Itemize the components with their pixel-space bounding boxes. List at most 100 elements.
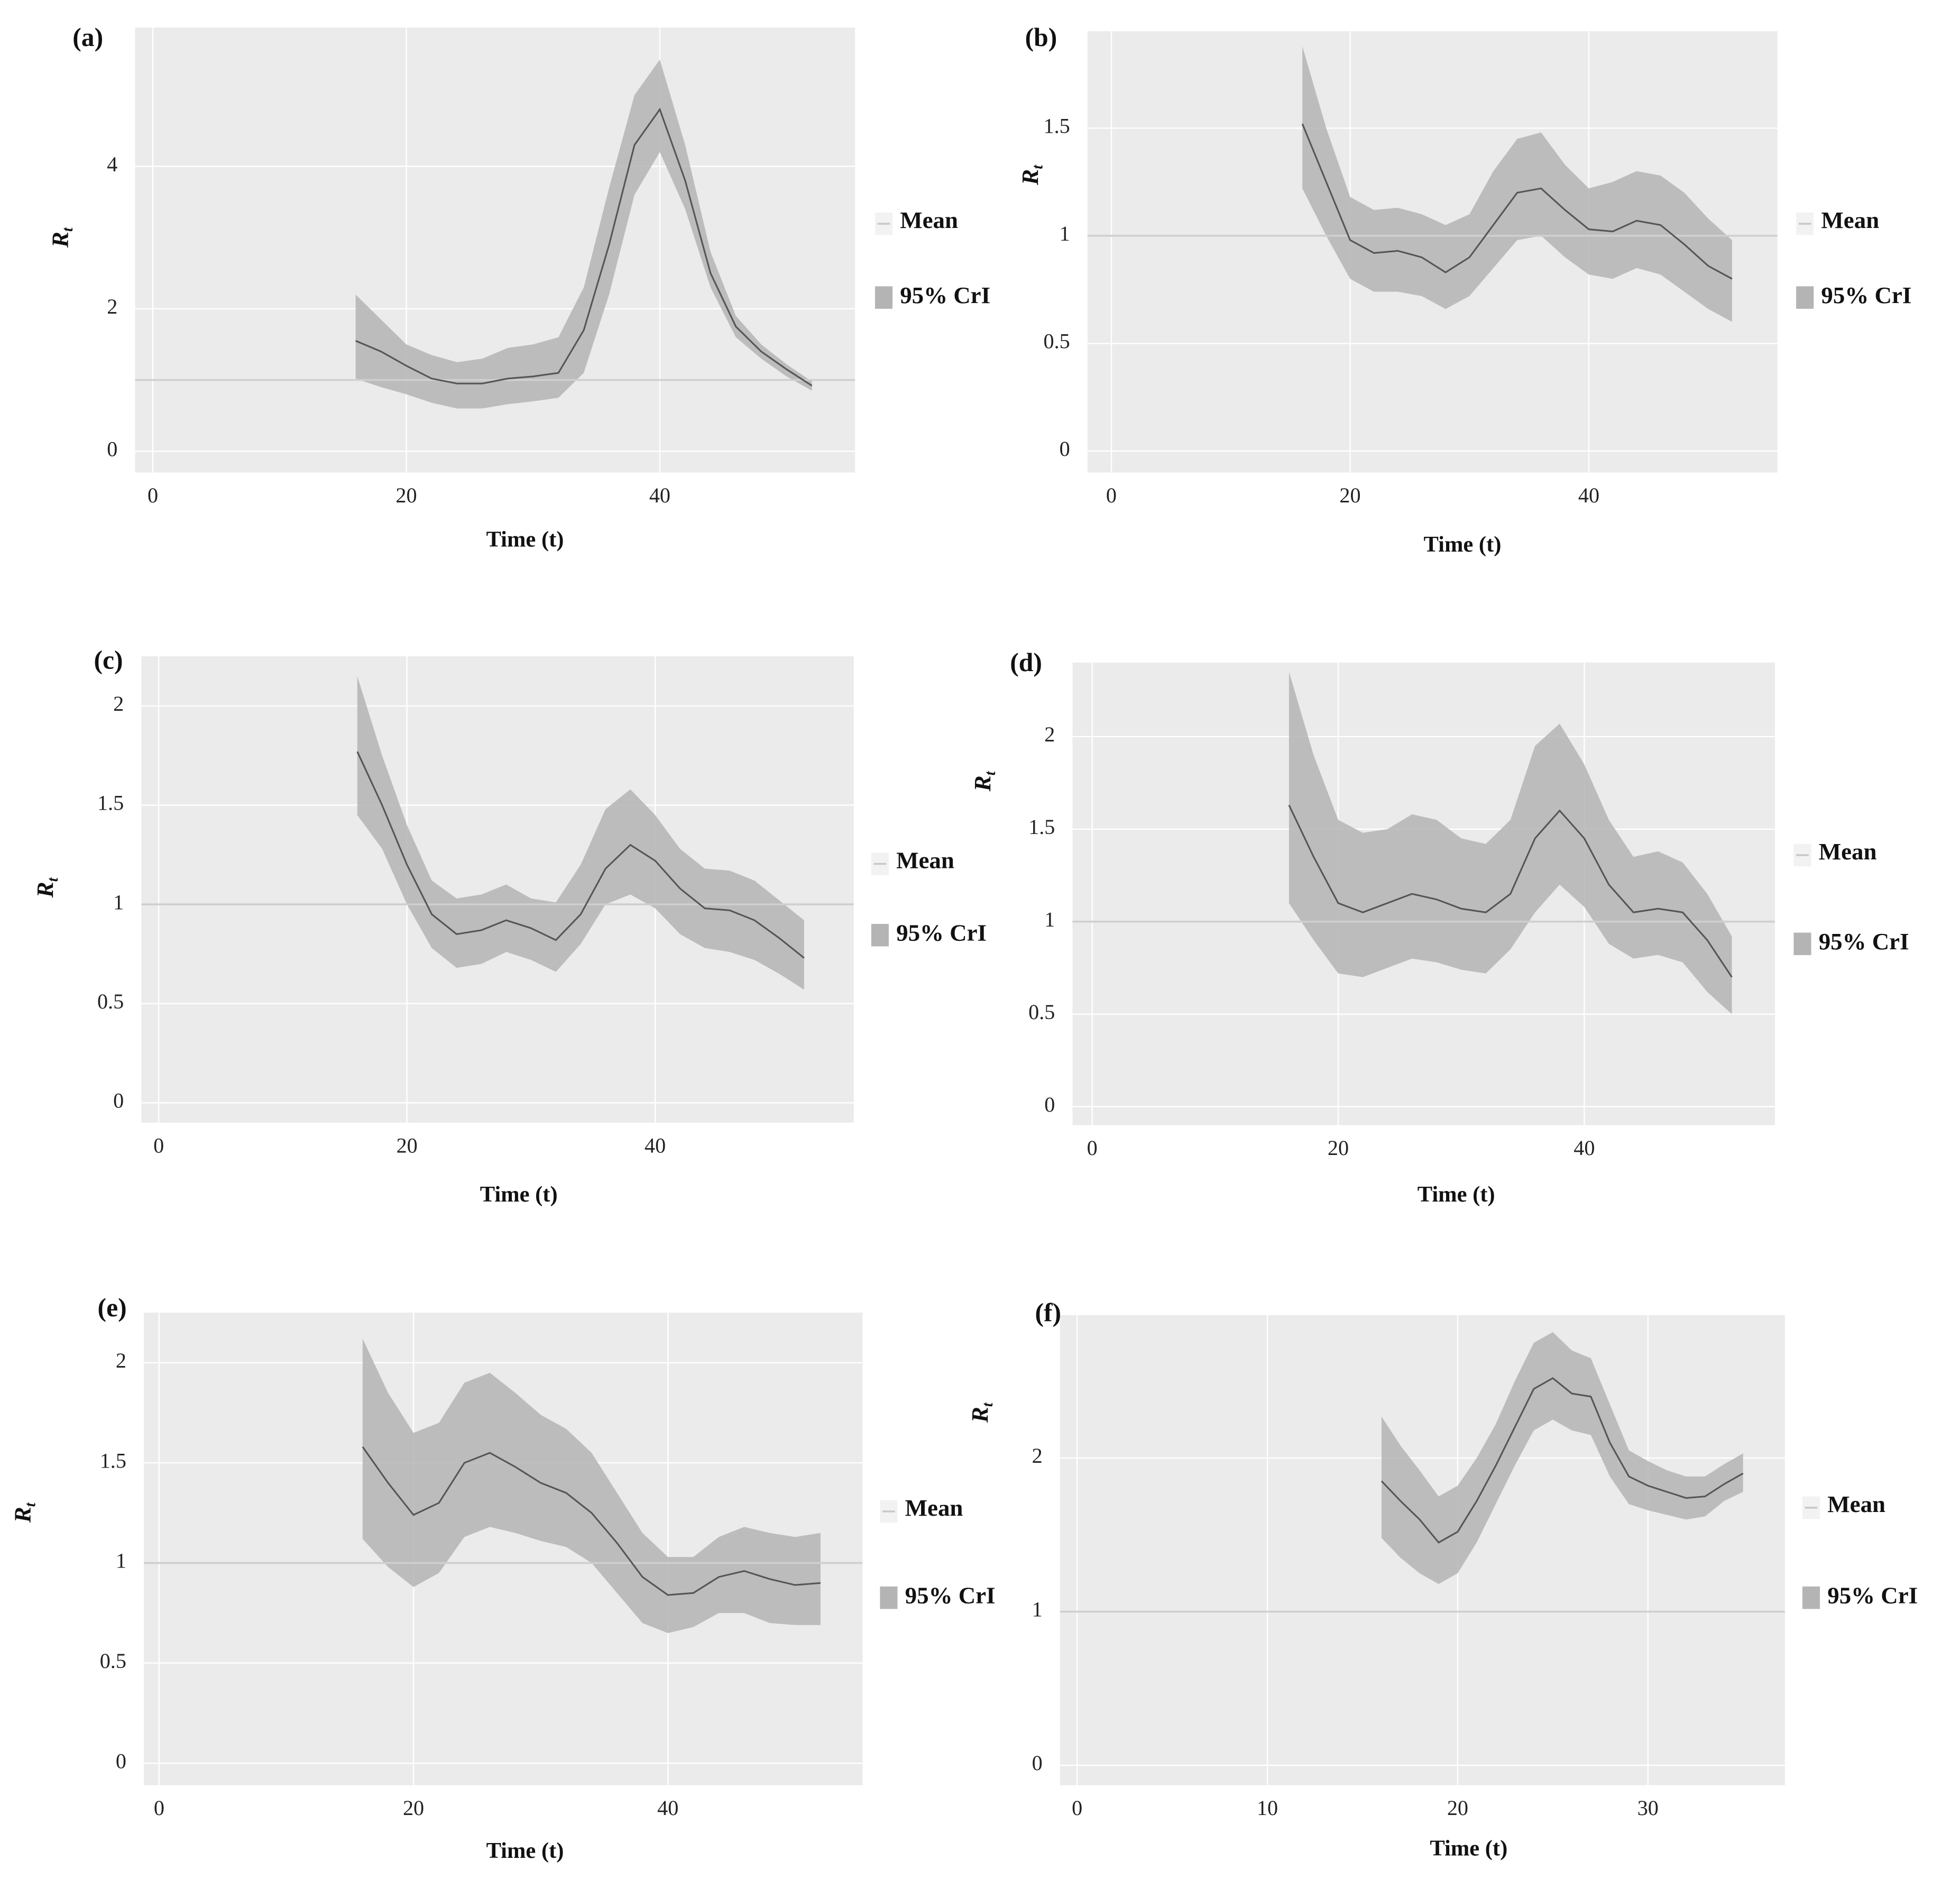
legend-label: Mean — [896, 847, 954, 873]
y-tick-label: 0.5 — [100, 1649, 126, 1673]
x-axis-title: Time (t) — [1418, 1182, 1495, 1207]
y-axis-title: Rt — [32, 877, 61, 898]
y-axis-title: Rt — [969, 771, 998, 792]
x-tick-label: 0 — [1106, 483, 1117, 507]
legend-label: 95% CrI — [900, 282, 990, 308]
x-tick-label: 20 — [1328, 1136, 1349, 1160]
y-tick-label: 0 — [113, 1089, 124, 1113]
legend-key — [880, 1586, 898, 1609]
y-axis-title-main: R — [10, 1507, 36, 1523]
y-tick-label: 1 — [113, 890, 124, 914]
x-tick-label: 20 — [397, 1133, 418, 1157]
y-tick-label: 2 — [1044, 722, 1055, 746]
y-axis-title: Rt — [47, 227, 76, 248]
legend-label: 95% CrI — [1827, 1582, 1918, 1608]
credible-band — [1302, 46, 1732, 322]
y-axis-title: Rt — [10, 1502, 39, 1523]
legend-key — [871, 923, 889, 947]
y-tick-label: 0 — [1060, 437, 1070, 461]
mean-line — [1288, 804, 1733, 978]
legend-label: Mean — [1827, 1491, 1885, 1517]
y-tick-label: 2 — [107, 295, 117, 318]
x-tick-label: 20 — [395, 483, 417, 507]
legend-label: 95% CrI — [1819, 928, 1909, 955]
panel-label: (b) — [1025, 23, 1057, 52]
y-tick-label: 2 — [116, 1349, 126, 1372]
x-axis-title: Time (t) — [486, 1838, 564, 1863]
y-tick-label: 2 — [113, 692, 124, 716]
x-tick-label: 40 — [1578, 483, 1599, 507]
x-tick-label: 30 — [1637, 1796, 1659, 1820]
x-tick-label: 40 — [645, 1133, 666, 1157]
y-tick-label: 1 — [1044, 908, 1055, 931]
y-axis-title-main: R — [32, 882, 58, 898]
y-tick-label: 1.5 — [1028, 815, 1055, 839]
y-tick-label: 2 — [1032, 1444, 1043, 1468]
x-tick-label: 40 — [649, 483, 670, 507]
x-axis-title: Time (t) — [1424, 532, 1502, 557]
credible-band — [1289, 672, 1732, 1014]
legend-label: Mean — [1821, 207, 1879, 233]
legend-label: Mean — [1819, 838, 1877, 865]
legend-label: 95% CrI — [896, 920, 987, 946]
panel-label: (f) — [1035, 1298, 1062, 1327]
credible-band — [362, 1339, 821, 1633]
x-tick-label: 40 — [657, 1796, 678, 1820]
x-tick-label: 0 — [154, 1796, 164, 1820]
y-tick-label: 4 — [107, 152, 117, 176]
y-axis-title-sub: t — [44, 877, 61, 882]
x-tick-label: 0 — [1072, 1796, 1082, 1820]
legend-label: 95% CrI — [905, 1582, 996, 1608]
y-tick-label: 0 — [116, 1749, 126, 1773]
y-tick-label: 0.5 — [1028, 1000, 1055, 1024]
mean-line — [1381, 1377, 1744, 1544]
x-tick-label: 20 — [403, 1796, 424, 1820]
mean-line — [355, 107, 813, 387]
y-tick-label: 0 — [1044, 1093, 1055, 1116]
y-axis-title-main: R — [967, 1407, 993, 1423]
x-tick-label: 20 — [1447, 1796, 1468, 1820]
y-tick-label: 0.5 — [1043, 329, 1070, 353]
credible-band — [1381, 1332, 1743, 1584]
y-axis-title-sub: t — [982, 771, 998, 775]
x-axis-title: Time (t) — [486, 527, 564, 552]
y-axis-title: Rt — [967, 1402, 996, 1423]
y-tick-label: 0.5 — [97, 989, 124, 1013]
panel-label: (a) — [72, 23, 103, 52]
legend-label: 95% CrI — [1821, 282, 1911, 308]
y-tick-label: 1.5 — [100, 1449, 126, 1472]
y-axis-title-main: R — [1017, 169, 1043, 186]
y-tick-label: 1.5 — [1043, 114, 1070, 138]
y-axis-title-main: R — [969, 775, 996, 792]
legend-key — [1793, 932, 1811, 956]
x-tick-label: 40 — [1573, 1136, 1595, 1160]
y-tick-label: 0 — [1032, 1751, 1043, 1775]
credible-band — [357, 676, 804, 990]
mean-line — [1301, 123, 1733, 280]
y-axis-title-sub: t — [1029, 164, 1046, 169]
y-tick-label: 0 — [107, 437, 117, 461]
legend-key — [1796, 286, 1814, 309]
x-axis-title: Time (t) — [480, 1182, 558, 1207]
y-axis-title-sub: t — [980, 1402, 996, 1407]
x-tick-label: 0 — [1087, 1136, 1098, 1160]
mean-line — [362, 1446, 821, 1596]
y-tick-label: 1 — [1032, 1598, 1043, 1621]
y-axis-title-sub: t — [60, 227, 76, 232]
legend-key — [1802, 1586, 1820, 1609]
x-tick-label: 0 — [153, 1133, 164, 1157]
credible-band — [355, 59, 812, 409]
panel-label: (d) — [1010, 648, 1042, 677]
panel-label: (c) — [94, 645, 123, 674]
y-axis-title: Rt — [1017, 164, 1046, 186]
x-tick-label: 10 — [1257, 1796, 1278, 1820]
y-tick-label: 1.5 — [97, 791, 124, 815]
panel-label: (e) — [98, 1293, 127, 1322]
x-tick-label: 20 — [1339, 483, 1360, 507]
x-tick-label: 0 — [148, 483, 158, 507]
y-axis-title-sub: t — [22, 1502, 39, 1507]
mean-line — [356, 751, 805, 959]
y-axis-title-main: R — [47, 232, 73, 248]
